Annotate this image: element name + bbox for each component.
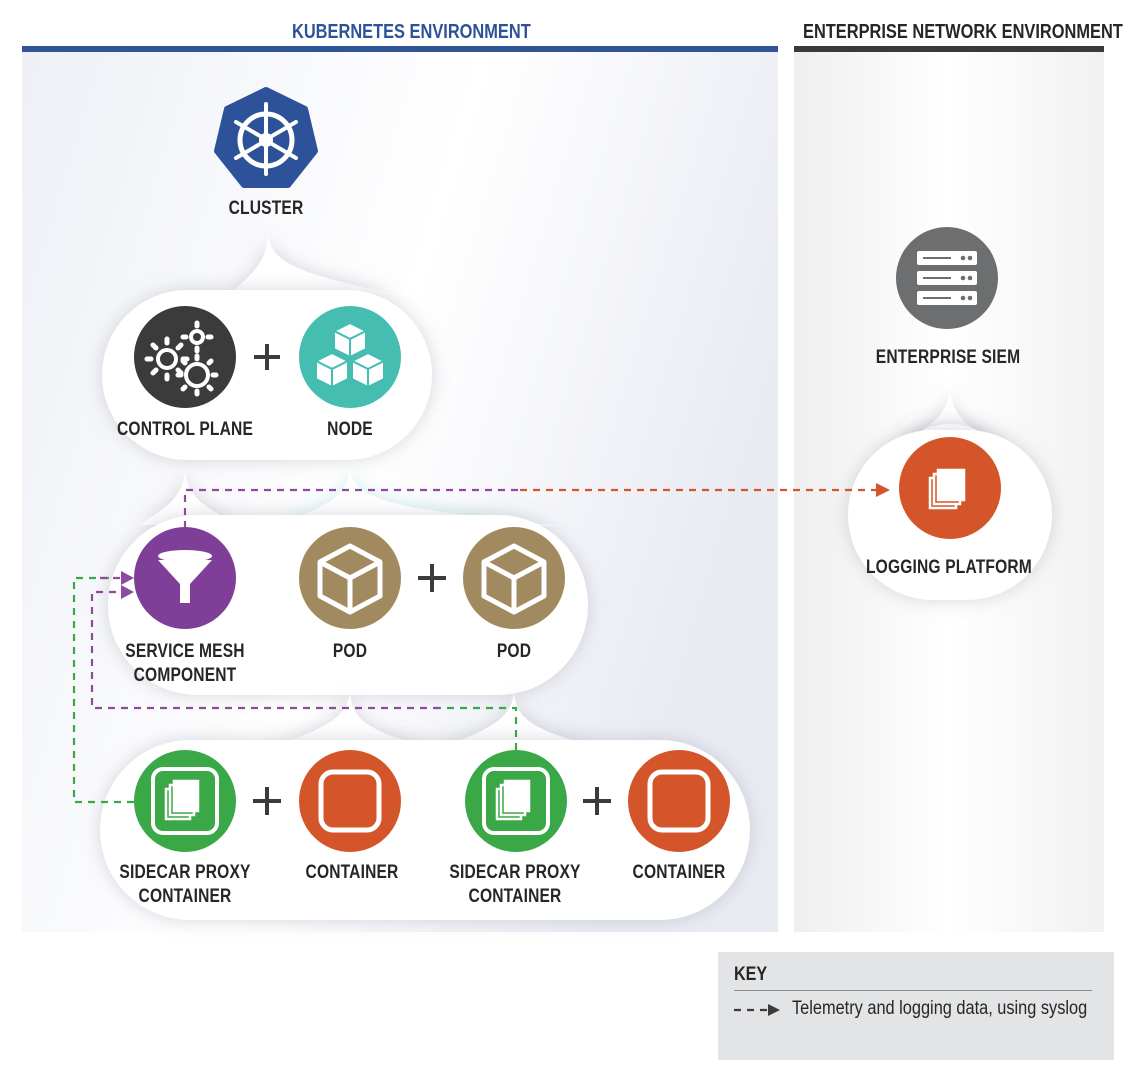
plus-operator-2 [418, 564, 446, 592]
cube-icon [463, 527, 565, 629]
stacked-documents-icon [899, 437, 1001, 539]
funnel-icon [134, 527, 236, 629]
cube-icon [299, 527, 401, 629]
service-mesh-label-line2: COMPONENT [133, 665, 237, 686]
pod-b-bubble [440, 690, 600, 748]
key-title: KEY [734, 964, 768, 985]
server-rack-icon [896, 227, 998, 329]
kubernetes-environment-header: KUBERNETES ENVIRONMENT [292, 21, 531, 43]
plus-operator-1 [254, 344, 280, 370]
containers-panel [100, 740, 750, 920]
flow-service-mesh-to-logging [183, 488, 878, 528]
key-legend: KEY Telemetry and logging data, using sy… [718, 952, 1114, 1060]
enterprise-environment-header: ENTERPRISE NETWORK ENVIRONMENT [803, 21, 1123, 43]
kubernetes-header-rule [22, 46, 778, 52]
enterprise-header-rule [794, 46, 1104, 52]
control-plane-bubble [140, 468, 240, 525]
rounded-square-icon [628, 750, 730, 852]
pod-b-label: POD [496, 641, 532, 662]
logging-platform-label: LOGGING PLATFORM [866, 557, 1032, 578]
flow-sidecar-b-to-service-mesh [90, 590, 518, 750]
sidecar-a-label-line2: CONTAINER [138, 886, 232, 907]
service-mesh-label-line1: SERVICE MESH [125, 641, 245, 662]
plus-operator-4 [583, 787, 611, 815]
mesh-arrowhead-lower [121, 585, 134, 599]
logging-arrowhead [876, 483, 890, 497]
control-plane-label: CONTROL PLANE [116, 419, 254, 440]
sidecar-a-label-line1: SIDECAR PROXY [119, 862, 251, 883]
pod-a-label: POD [332, 641, 368, 662]
key-divider [734, 990, 1092, 991]
container-b-label: CONTAINER [632, 862, 726, 883]
flow-sidecar-a-to-service-mesh [72, 576, 134, 804]
kubernetes-helm-icon [214, 87, 318, 188]
layered-documents-icon [465, 750, 567, 852]
pod-a-bubble [270, 690, 430, 748]
key-item-label: Telemetry and logging data, using syslog [792, 998, 1088, 1019]
rounded-square-icon [299, 750, 401, 852]
sidecar-b-label-line1: SIDECAR PROXY [449, 862, 581, 883]
enterprise-siem-label: ENTERPRISE SIEM [875, 347, 1021, 368]
node-label: NODE [327, 419, 373, 440]
cluster-label: CLUSTER [228, 198, 304, 219]
cluster-bubble [230, 232, 392, 294]
container-a-label: CONTAINER [305, 862, 399, 883]
cubes-icon [299, 306, 401, 408]
gears-icon [134, 306, 236, 408]
mesh-arrowhead-upper [121, 571, 134, 585]
plus-operator-3 [253, 787, 281, 815]
layered-documents-icon [134, 750, 236, 852]
node-bubble [280, 468, 560, 526]
sidecar-b-label-line2: CONTAINER [468, 886, 562, 907]
dashed-arrow-icon [734, 1004, 780, 1016]
